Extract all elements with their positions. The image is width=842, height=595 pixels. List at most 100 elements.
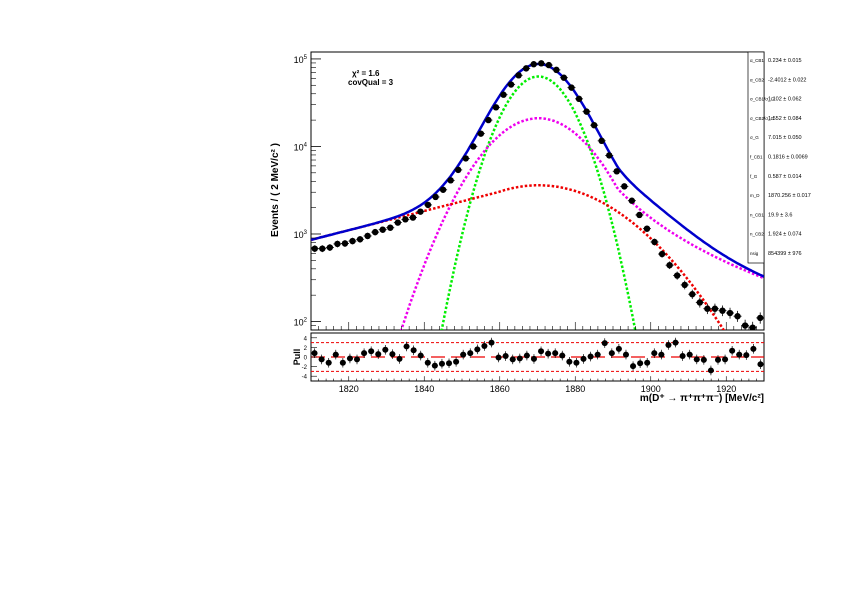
pull-point bbox=[431, 360, 438, 371]
pull-marker bbox=[750, 345, 757, 352]
pull-marker bbox=[467, 350, 474, 357]
data-point-marker bbox=[387, 224, 394, 231]
data-point bbox=[484, 116, 493, 124]
data-point bbox=[318, 245, 327, 253]
covqual-annotation: covQual = 3 bbox=[348, 78, 394, 87]
pull-marker bbox=[495, 354, 502, 361]
data-point bbox=[431, 193, 440, 201]
pull-marker bbox=[700, 356, 707, 363]
pull-point bbox=[424, 357, 431, 368]
axis-layer: 102 103 104 105 1820 1840 1860 1880 1900 1920 4 2 0 -… bbox=[294, 55, 765, 394]
pull-marker bbox=[559, 352, 566, 359]
data-point-marker bbox=[628, 197, 636, 204]
data-point-marker bbox=[371, 228, 379, 236]
pull-marker bbox=[332, 351, 339, 358]
pull-y-tick-label: 4 bbox=[304, 336, 308, 342]
data-point-marker bbox=[613, 168, 620, 175]
data-point-marker bbox=[681, 281, 688, 289]
pull-point bbox=[368, 346, 375, 357]
data-point bbox=[401, 216, 410, 223]
x-tick-label: 1900 bbox=[641, 384, 661, 394]
pull-marker bbox=[318, 356, 325, 363]
pull-point bbox=[474, 344, 481, 355]
data-point-marker bbox=[658, 250, 666, 258]
data-point bbox=[567, 84, 576, 91]
data-point-marker bbox=[326, 244, 334, 251]
pull-point bbox=[559, 350, 566, 361]
pull-point bbox=[722, 354, 729, 365]
data-point bbox=[665, 261, 674, 270]
pull-marker bbox=[481, 342, 488, 349]
pull-point bbox=[672, 337, 679, 348]
param-name: α_CB1 bbox=[750, 58, 764, 63]
param-name: σ_G bbox=[750, 135, 759, 140]
pull-marker bbox=[693, 356, 700, 363]
pull-point bbox=[552, 348, 559, 358]
data-point bbox=[726, 307, 735, 319]
data-point-marker bbox=[319, 245, 326, 252]
pull-point bbox=[453, 357, 460, 367]
pull-point bbox=[311, 348, 318, 358]
pull-point bbox=[686, 349, 693, 360]
pull-point bbox=[693, 354, 700, 365]
pull-marker bbox=[566, 358, 573, 365]
pull-marker bbox=[736, 351, 743, 358]
data-point bbox=[748, 321, 757, 330]
data-point-marker bbox=[711, 305, 719, 312]
pull-point bbox=[566, 357, 573, 367]
pull-marker bbox=[630, 363, 637, 370]
data-point bbox=[552, 66, 561, 74]
main-plot-layer bbox=[311, 60, 764, 330]
pull-point bbox=[509, 354, 516, 365]
pull-point bbox=[530, 354, 537, 364]
data-point-marker bbox=[553, 66, 560, 74]
pull-marker bbox=[580, 355, 587, 362]
pull-marker bbox=[368, 348, 375, 355]
pull-marker bbox=[460, 351, 467, 358]
pull-marker bbox=[396, 355, 403, 362]
pull-point bbox=[729, 345, 736, 356]
pull-point bbox=[580, 354, 587, 364]
pull-point bbox=[318, 354, 325, 365]
pull-marker bbox=[389, 351, 396, 358]
data-point-marker bbox=[673, 272, 681, 279]
pull-point bbox=[417, 350, 424, 361]
pull-marker bbox=[488, 339, 495, 346]
data-point bbox=[454, 166, 463, 174]
y-tick-label: 105 bbox=[294, 55, 308, 65]
pull-point bbox=[700, 355, 707, 365]
data-point-marker bbox=[696, 299, 704, 306]
data-point bbox=[356, 236, 365, 243]
data-point bbox=[718, 305, 727, 317]
pull-marker bbox=[651, 350, 658, 357]
pull-marker bbox=[453, 358, 460, 365]
data-point-marker bbox=[590, 121, 598, 129]
y-tick-label: 103 bbox=[294, 230, 308, 240]
pull-marker bbox=[594, 351, 601, 358]
pull-marker bbox=[644, 359, 651, 366]
data-point-marker bbox=[734, 313, 741, 320]
data-point bbox=[627, 197, 636, 204]
x-tick-label: 1880 bbox=[565, 384, 585, 394]
pull-point bbox=[389, 349, 396, 359]
data-point-marker bbox=[507, 81, 515, 88]
pull-marker bbox=[431, 362, 438, 369]
data-point-marker bbox=[394, 219, 402, 226]
param-value: 1.552 ± 0.084 bbox=[768, 116, 802, 122]
data-point bbox=[537, 60, 546, 67]
data-point-marker bbox=[402, 216, 409, 223]
pull-marker bbox=[601, 340, 608, 347]
pull-point bbox=[615, 344, 622, 354]
data-point bbox=[522, 65, 531, 72]
pull-y-tick-label: -4 bbox=[302, 375, 308, 381]
data-point bbox=[658, 250, 667, 258]
param-value: -2.4012 ± 0.022 bbox=[768, 77, 807, 83]
data-point bbox=[741, 319, 750, 330]
data-point-marker bbox=[530, 61, 537, 68]
pull-marker bbox=[311, 350, 318, 357]
pull-point bbox=[573, 357, 580, 368]
pull-marker bbox=[530, 355, 537, 362]
param-value: 0.1816 ± 0.0069 bbox=[768, 155, 808, 161]
data-point-marker bbox=[757, 314, 764, 322]
